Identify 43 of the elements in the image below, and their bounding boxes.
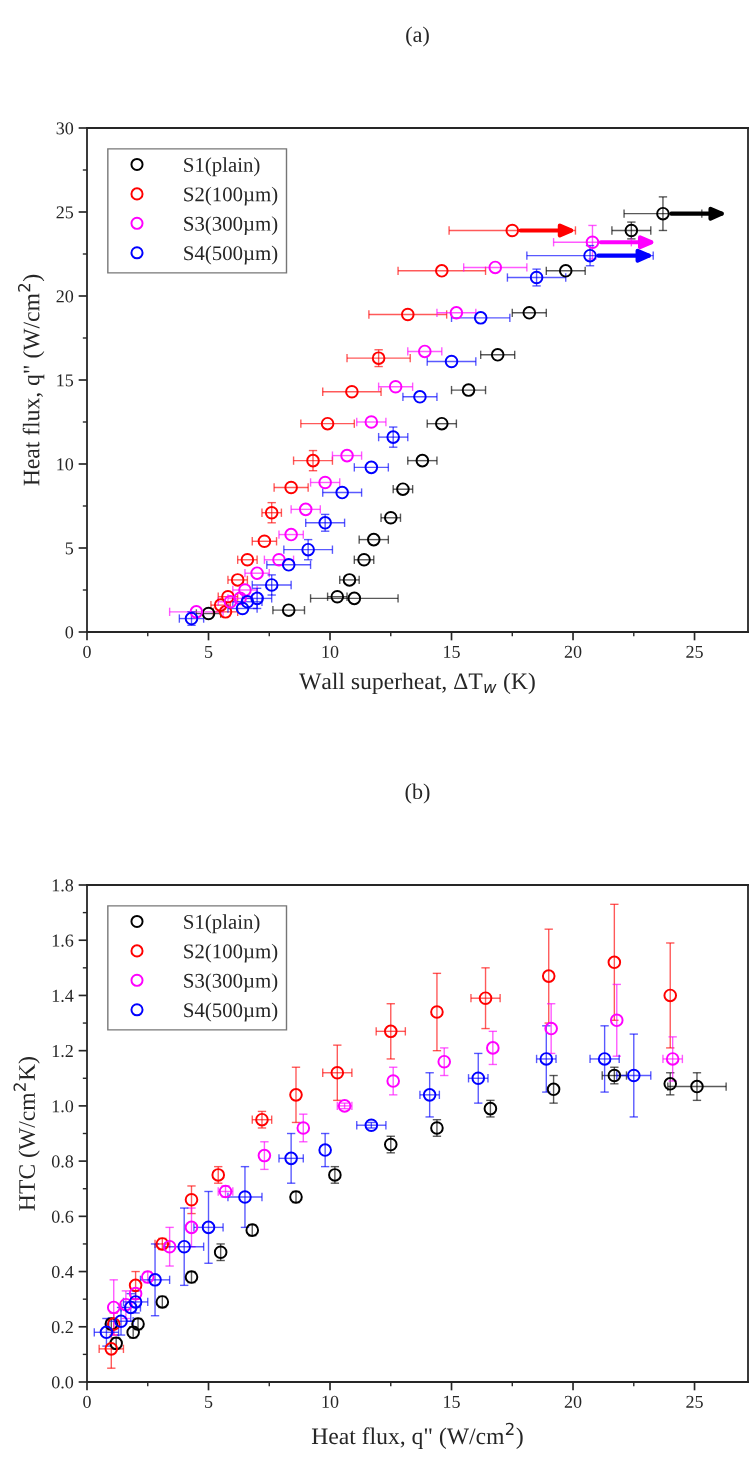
x-tick-label: 20 — [564, 645, 582, 658]
y-tick-label: 1.8 — [52, 879, 74, 892]
x-tick-label: 0 — [83, 645, 91, 658]
legend-label: S3(300µm) — [184, 216, 278, 236]
y-tick-label: 1.2 — [52, 1044, 73, 1058]
y-tick-label: 0.0 — [51, 1376, 74, 1389]
x-tick-label: 25 — [686, 1395, 703, 1408]
x-tick-label: 10 — [322, 645, 339, 658]
chart-title: (a) — [406, 26, 429, 47]
x-tick-label: 25 — [686, 645, 703, 658]
x-axis-title: Heat flux, q" (W/cm$^{2}$) — [311, 1422, 523, 1450]
x-axis-title: Wall superheat, ΔT$_{w}$ (K) — [299, 672, 535, 695]
x-tick-label: 20 — [564, 1395, 582, 1408]
y-tick-label: 1.4 — [52, 989, 74, 1002]
legend-label: S1(plain) — [184, 914, 260, 934]
x-tick-label: 5 — [205, 1395, 213, 1408]
legend-label: S3(300µm) — [184, 973, 278, 993]
y-tick-label: 0.2 — [51, 1321, 73, 1334]
x-tick-label: 0 — [83, 1395, 91, 1408]
y-tick-label: 0 — [65, 626, 74, 639]
y-tick-label: 0.8 — [51, 1155, 74, 1168]
y-tick-label: 15 — [57, 374, 74, 387]
x-tick-label: 10 — [322, 1395, 339, 1408]
y-tick-label: 25 — [56, 206, 74, 219]
legend-label: S2(100µm) — [184, 943, 278, 963]
y-tick-label: 1.0 — [52, 1100, 74, 1113]
y-tick-label: 30 — [56, 122, 74, 135]
y-axis-title: Heat flux, q" (W/cm$^{2}$) — [17, 274, 45, 486]
legend-label: S4(500µm) — [184, 1002, 278, 1022]
y-tick-label: 1.6 — [52, 934, 74, 947]
y-tick-label: 10 — [57, 458, 74, 471]
y-tick-label: 0.4 — [51, 1265, 74, 1279]
chart-title: (b) — [405, 783, 430, 804]
y-axis-title: HTC (W/cm$^{2}$K) — [13, 1057, 40, 1211]
legend-label: S1(plain) — [184, 157, 260, 177]
legend-label: S2(100µm) — [184, 186, 278, 206]
y-tick-label: 0.6 — [51, 1210, 74, 1223]
y-tick-label: 20 — [56, 290, 74, 303]
legend-label: S4(500µm) — [184, 245, 278, 265]
x-tick-label: 15 — [444, 645, 460, 658]
y-tick-label: 5 — [65, 542, 74, 555]
x-tick-label: 15 — [444, 1395, 460, 1408]
x-tick-label: 5 — [205, 645, 213, 658]
